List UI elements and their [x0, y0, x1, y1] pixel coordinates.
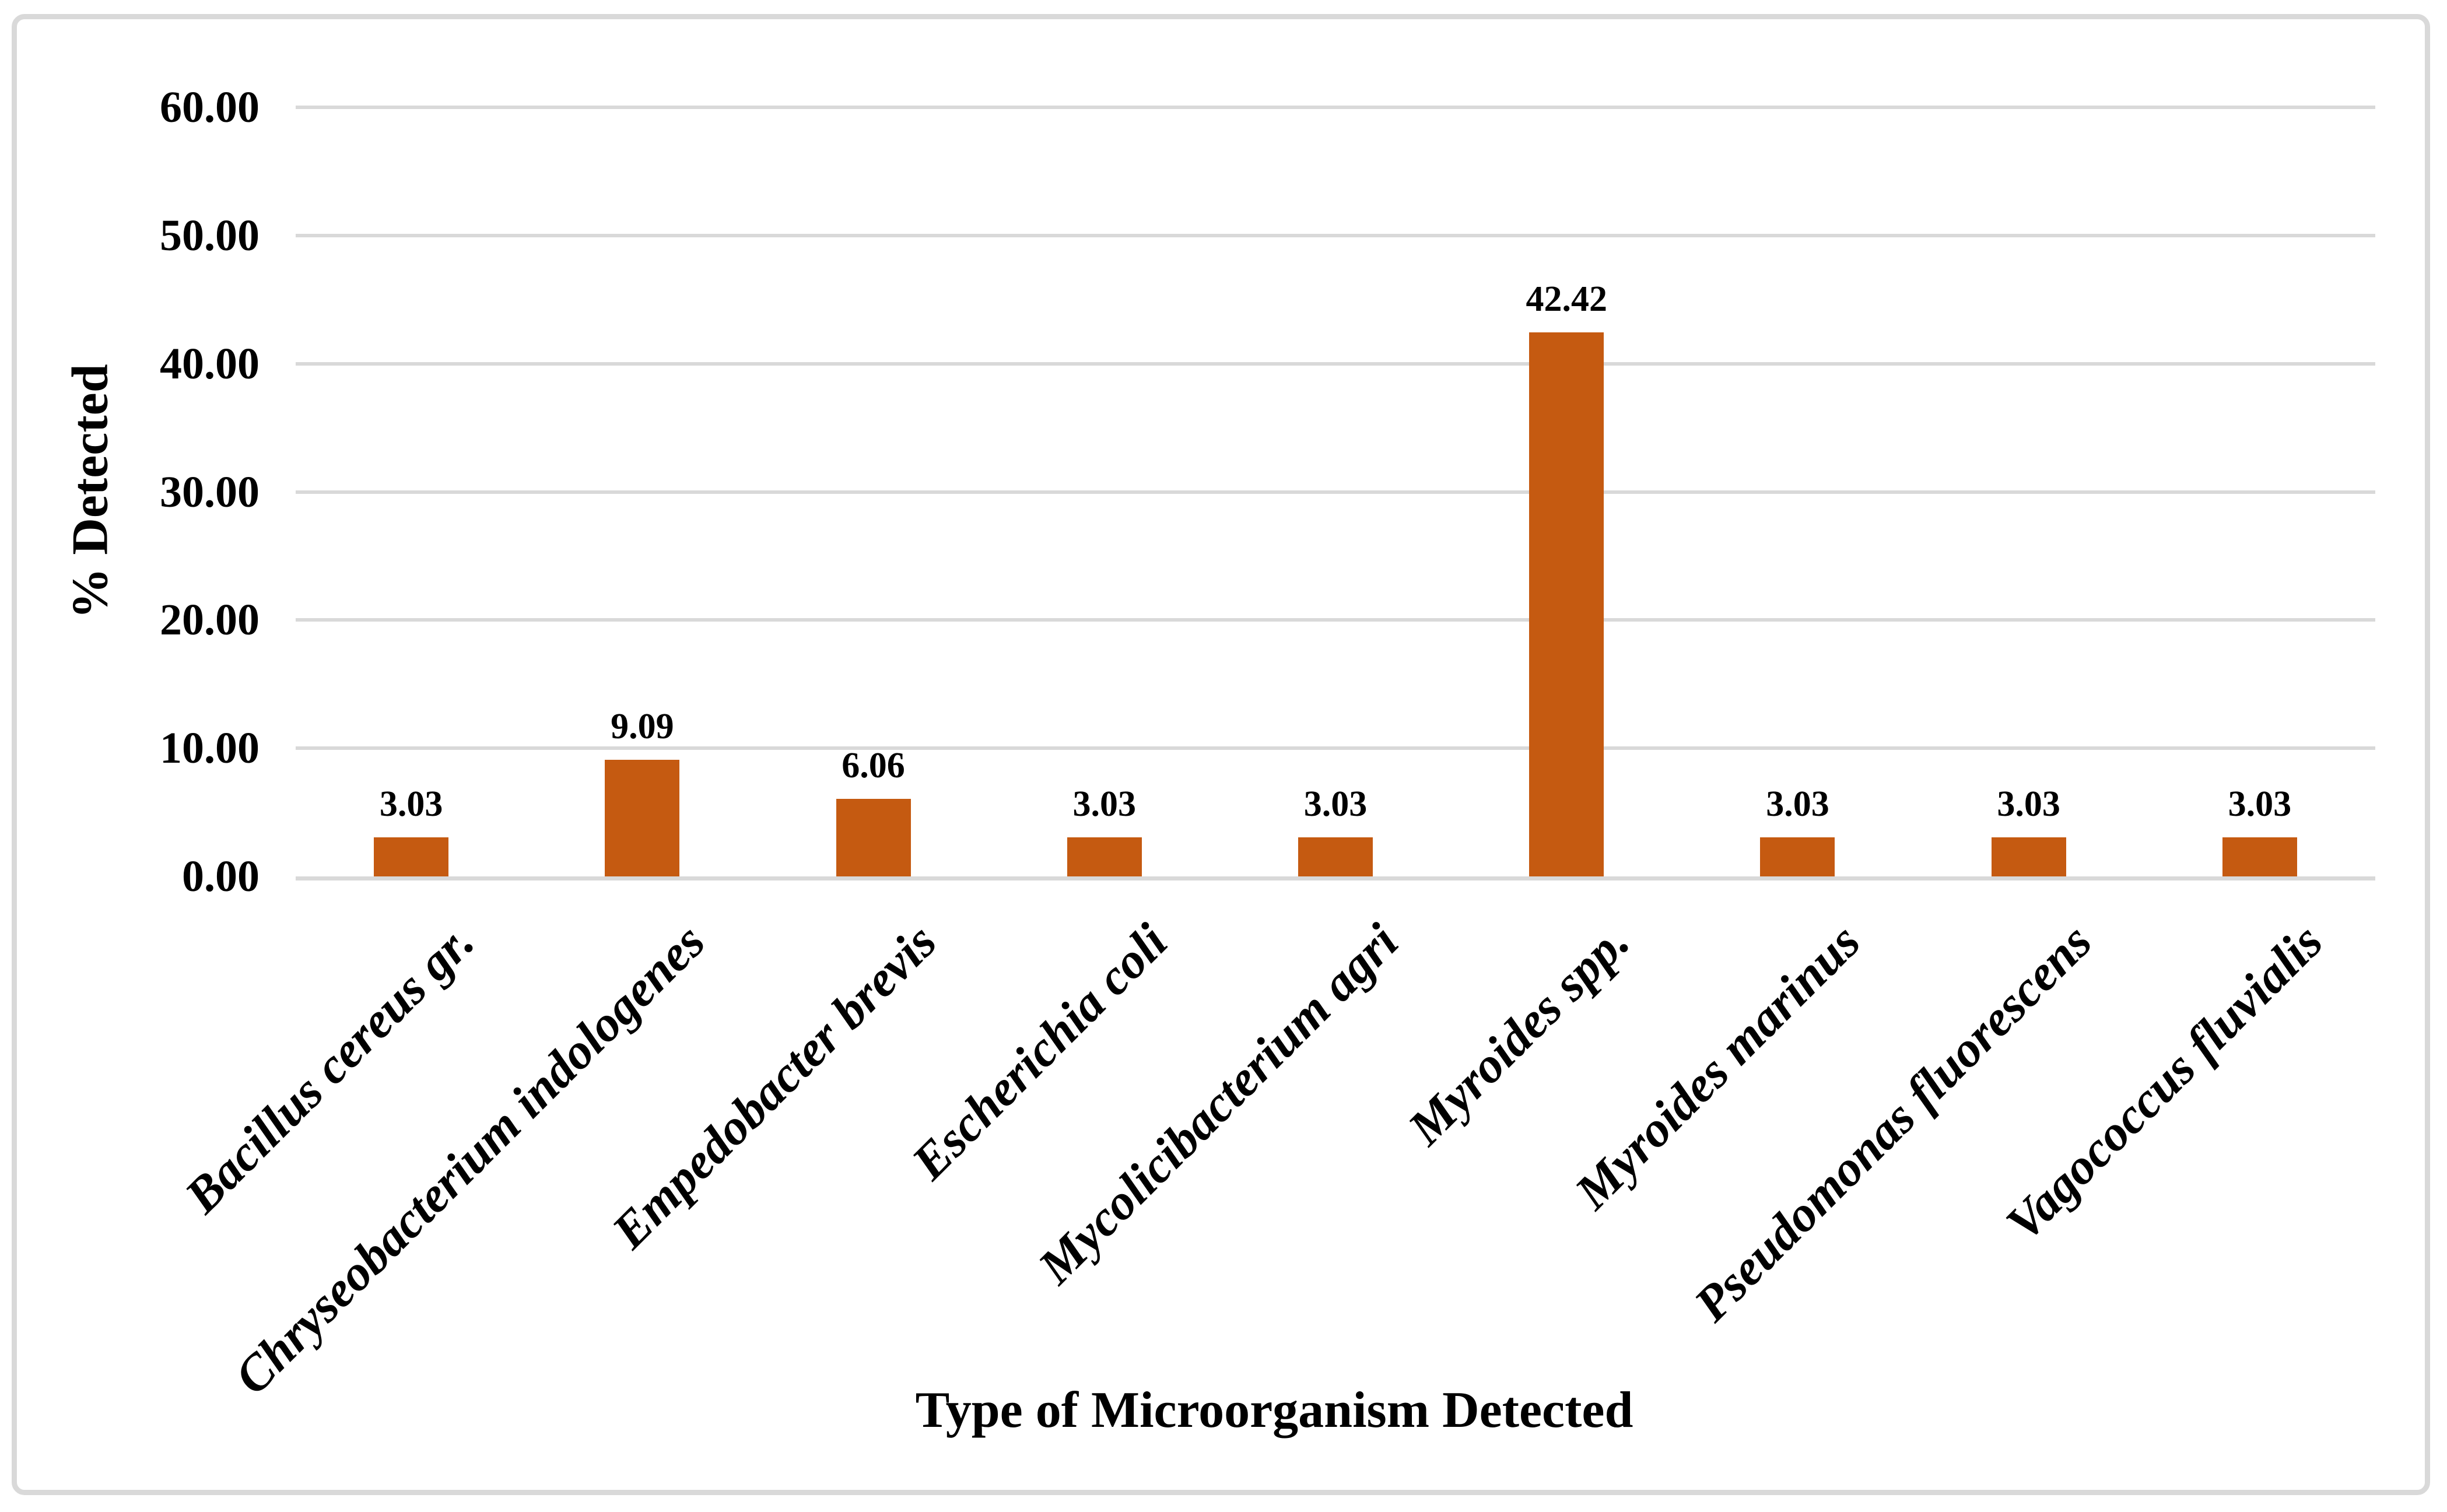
- bar: [1529, 332, 1604, 876]
- y-tick-label: 0.00: [182, 852, 260, 901]
- bar: [1067, 837, 1142, 876]
- bar: [374, 837, 449, 876]
- y-tick-label: 40.00: [160, 339, 260, 388]
- gridline: [296, 233, 2375, 237]
- bar-value-label: 3.03: [379, 784, 443, 825]
- y-tick-label: 30.00: [160, 467, 260, 517]
- x-axis-title: Type of Microorganism Detected: [915, 1382, 1633, 1439]
- bar: [1298, 837, 1373, 876]
- bar-value-label: 3.03: [1766, 784, 1829, 825]
- bar-value-label: 3.03: [1072, 784, 1137, 825]
- y-tick-label: 50.00: [160, 211, 260, 260]
- gridline: [296, 746, 2375, 750]
- gridline: [296, 106, 2375, 109]
- bar-value-label: 3.03: [1997, 784, 2060, 825]
- bar: [1991, 837, 2066, 876]
- bar: [836, 798, 911, 876]
- bar-value-label: 42.42: [1526, 279, 1607, 320]
- gridline: [296, 490, 2375, 494]
- y-axis-title: % Detected: [62, 364, 119, 619]
- bar-value-label: 6.06: [842, 745, 905, 785]
- chart-border: [12, 14, 2430, 1495]
- bar-value-label: 3.03: [1303, 784, 1368, 825]
- bar-value-label: 9.09: [611, 707, 674, 747]
- bar: [1760, 837, 1835, 876]
- y-tick-label: 20.00: [160, 595, 260, 645]
- bar-value-label: 3.03: [2228, 784, 2292, 825]
- x-axis-line: [296, 876, 2375, 880]
- gridline: [296, 362, 2375, 366]
- bar: [605, 760, 680, 876]
- bar: [2222, 837, 2297, 876]
- y-tick-label: 60.00: [160, 83, 260, 132]
- y-tick-label: 10.00: [160, 724, 260, 773]
- gridline: [296, 618, 2375, 622]
